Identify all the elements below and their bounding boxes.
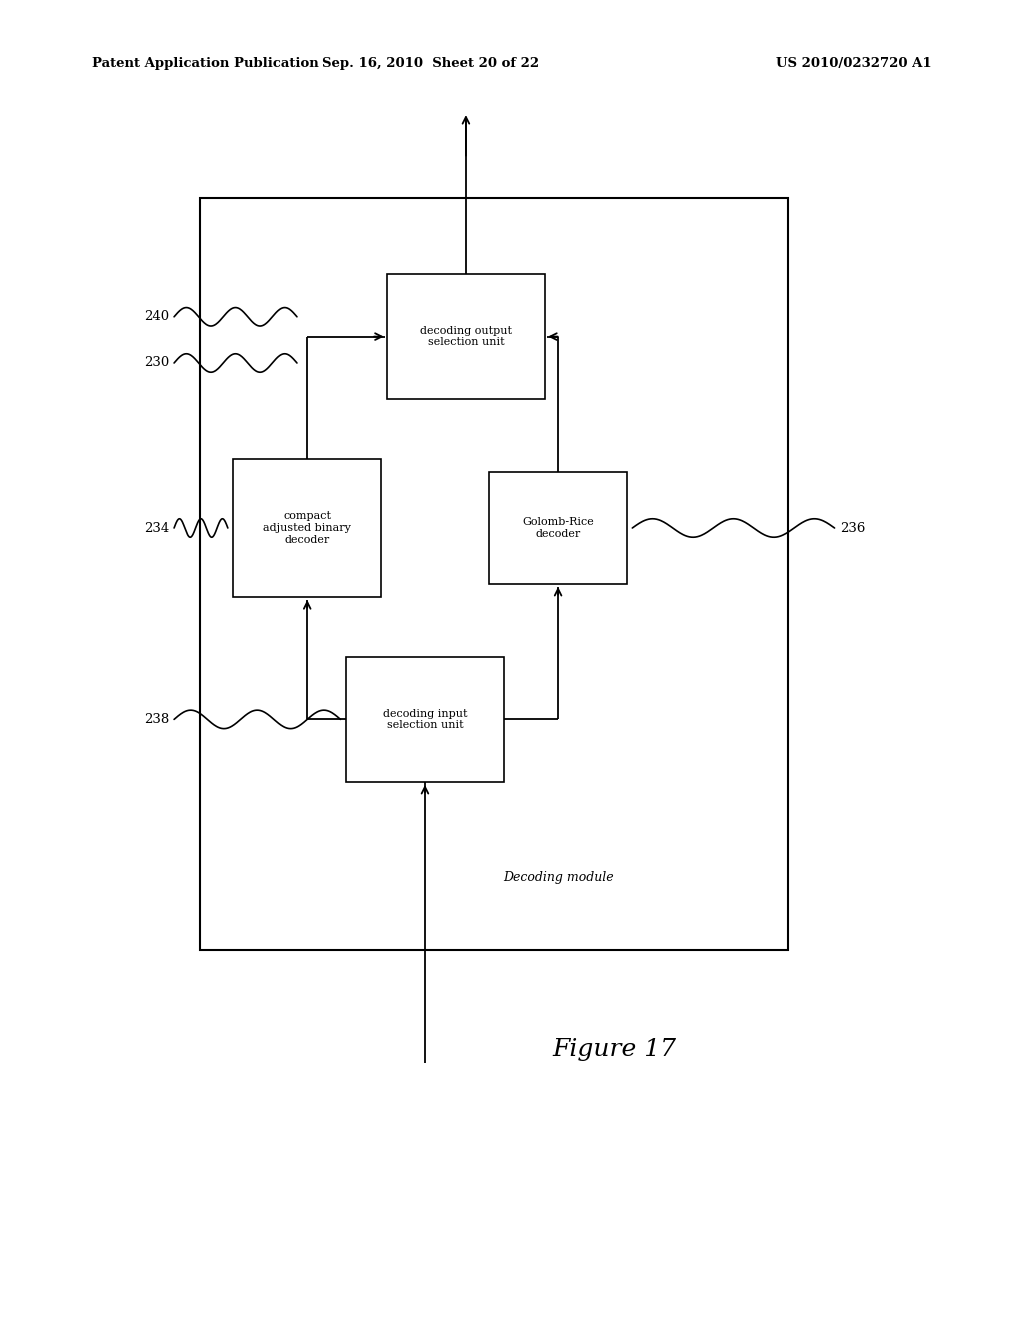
Text: Sep. 16, 2010  Sheet 20 of 22: Sep. 16, 2010 Sheet 20 of 22 — [322, 57, 539, 70]
Bar — [387, 275, 545, 399]
Bar — [345, 656, 504, 781]
Text: Decoding module: Decoding module — [503, 871, 613, 884]
Bar — [200, 198, 788, 950]
Bar — [489, 473, 627, 583]
Text: Figure 17: Figure 17 — [552, 1038, 677, 1061]
Text: 236: 236 — [840, 521, 865, 535]
Text: 230: 230 — [143, 356, 169, 370]
Text: compact
adjusted binary
decoder: compact adjusted binary decoder — [263, 511, 351, 545]
Text: US 2010/0232720 A1: US 2010/0232720 A1 — [776, 57, 932, 70]
Bar — [232, 459, 381, 597]
Text: decoding input
selection unit: decoding input selection unit — [383, 709, 467, 730]
Text: decoding output
selection unit: decoding output selection unit — [420, 326, 512, 347]
Text: 238: 238 — [143, 713, 169, 726]
Text: 240: 240 — [143, 310, 169, 323]
Text: Patent Application Publication: Patent Application Publication — [92, 57, 318, 70]
Text: 234: 234 — [143, 521, 169, 535]
Text: Golomb-Rice
decoder: Golomb-Rice decoder — [522, 517, 594, 539]
